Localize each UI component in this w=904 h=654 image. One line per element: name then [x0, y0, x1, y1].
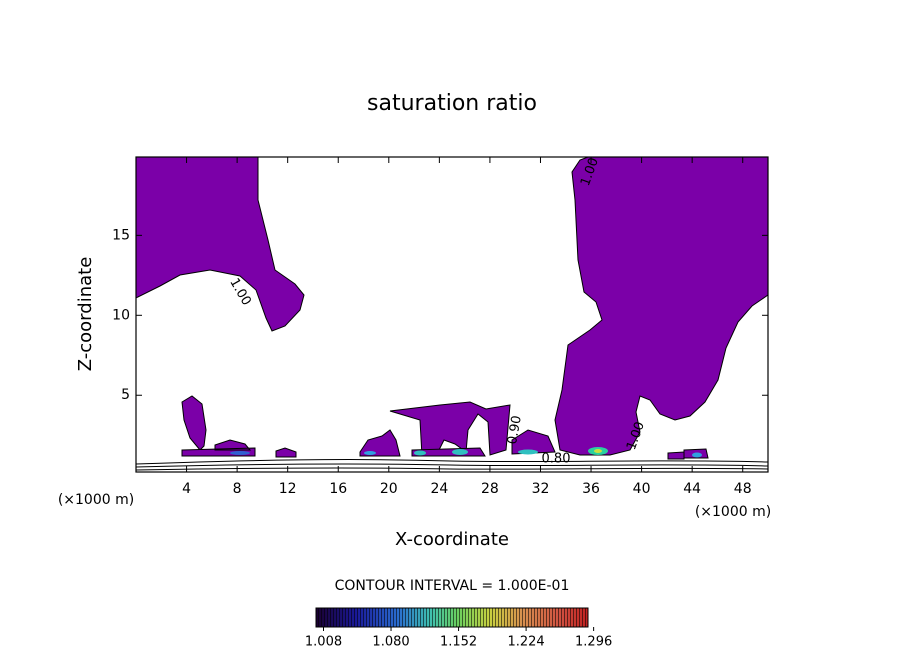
contour-interval: CONTOUR INTERVAL = 1.000E-01 — [335, 578, 570, 594]
plot-area — [135, 156, 769, 473]
x-tick-label: 48 — [734, 481, 752, 497]
region — [554, 156, 769, 456]
x-tick-label: 4 — [182, 481, 191, 497]
region — [411, 447, 486, 457]
colorbar-tick-label: 1.224 — [507, 635, 544, 650]
colorbar-tick-label: 1.296 — [575, 635, 612, 650]
x-tick-label: 8 — [233, 481, 242, 497]
chart-title: saturation ratio — [367, 91, 537, 116]
y-axis-label: Z-coordinate — [75, 257, 96, 372]
colorbar-tick-label: 1.080 — [372, 635, 409, 650]
hotspots — [230, 447, 702, 458]
colorbar-tick-label: 1.152 — [440, 635, 477, 650]
region — [359, 429, 401, 457]
x-unit-label: (×1000 m) — [695, 504, 771, 520]
colorbar-tick-label: 1.008 — [305, 635, 342, 650]
x-tick-label: 16 — [329, 481, 347, 497]
region — [135, 156, 305, 332]
x-unit-label: (×1000 m) — [58, 492, 134, 508]
region — [511, 429, 556, 455]
x-axis-label: X-coordinate — [395, 529, 509, 550]
plot-frame — [135, 156, 769, 473]
x-tick-label: 40 — [633, 481, 651, 497]
x-tick-label: 32 — [532, 481, 550, 497]
x-tick-label: 24 — [430, 481, 448, 497]
x-tick-label: 36 — [582, 481, 600, 497]
x-tick-label: 28 — [481, 481, 499, 497]
y-tick-label: 5 — [121, 387, 130, 403]
x-tick-label: 44 — [683, 481, 701, 497]
colorbar-frame — [315, 607, 589, 628]
y-tick-label: 15 — [112, 227, 130, 243]
contour-label: 0.80 — [542, 452, 571, 467]
contour-label: 0.90 — [505, 414, 525, 445]
region — [275, 447, 297, 458]
region — [181, 395, 207, 451]
x-tick-label: 20 — [380, 481, 398, 497]
region — [667, 448, 709, 460]
x-tick-label: 12 — [279, 481, 297, 497]
region — [389, 401, 511, 457]
y-tick-label: 10 — [112, 307, 130, 323]
ground-contours — [135, 459, 769, 471]
